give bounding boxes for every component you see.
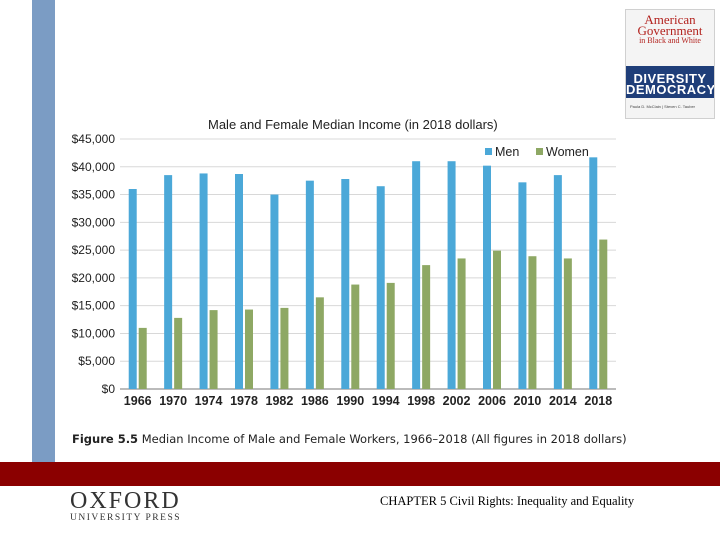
bar-men-1998 <box>412 161 421 389</box>
legend-label-women: Women <box>546 145 589 159</box>
book-cover-title: American Government in Black and White <box>626 12 714 45</box>
book-cover-title-line2: Government <box>637 23 703 38</box>
bar-men-2002 <box>447 161 456 389</box>
y-tick-label: $0 <box>102 382 116 396</box>
x-tick-label: 1986 <box>301 394 329 408</box>
chart-bars <box>128 157 608 389</box>
x-tick-label: 1966 <box>124 394 152 408</box>
y-tick-label: $40,000 <box>72 160 116 174</box>
book-cover-band-text: DIVERSITY DEMOCRACY <box>626 71 715 97</box>
x-tick-label: 1978 <box>230 394 258 408</box>
book-cover-image: American Government in Black and White D… <box>625 9 715 119</box>
bar-men-1966 <box>128 189 137 389</box>
book-cover-authors: Paula D. McClain | Steven C. Tauber <box>630 104 695 109</box>
x-tick-label: 2010 <box>514 394 542 408</box>
bar-women-1986 <box>315 297 324 389</box>
income-bar-chart: Male and Female Median Income (in 2018 d… <box>72 117 616 408</box>
x-tick-label: 1998 <box>407 394 435 408</box>
bar-men-1990 <box>341 179 350 389</box>
x-tick-label: 1974 <box>195 394 223 408</box>
figure-label: Figure 5.5 <box>72 432 139 446</box>
figure-caption-text: Median Income of Male and Female Workers… <box>138 432 627 446</box>
book-cover-title-line1: American <box>644 12 696 27</box>
x-tick-label: 2002 <box>443 394 471 408</box>
bar-men-1974 <box>199 173 208 389</box>
bar-women-1994 <box>386 282 395 389</box>
chapter-footer-text: CHAPTER 5 Civil Rights: Inequality and E… <box>380 494 635 508</box>
x-tick-label: 2014 <box>549 394 577 408</box>
legend-swatch-women <box>536 148 543 155</box>
left-accent-bar <box>32 0 55 462</box>
bar-women-1982 <box>280 307 289 389</box>
bar-women-1998 <box>422 265 431 389</box>
bar-men-1994 <box>376 186 385 389</box>
y-tick-label: $20,000 <box>72 271 116 285</box>
bar-men-1978 <box>235 174 243 389</box>
x-tick-label: 1994 <box>372 394 400 408</box>
y-tick-label: $25,000 <box>72 243 116 257</box>
bar-men-2018 <box>589 157 598 389</box>
x-tick-label: 1990 <box>336 394 364 408</box>
y-tick-label: $10,000 <box>72 326 116 340</box>
chart-title: Male and Female Median Income (in 2018 d… <box>208 117 498 132</box>
chart-legend: Men Women <box>485 145 589 159</box>
bar-women-1990 <box>351 284 360 389</box>
bar-women-2010 <box>528 256 537 389</box>
y-tick-label: $5,000 <box>78 354 115 368</box>
bar-women-1970 <box>174 317 183 389</box>
x-tick-label: 2018 <box>584 394 612 408</box>
y-tick-label: $15,000 <box>72 299 116 313</box>
bar-men-2014 <box>553 175 562 389</box>
bar-men-2010 <box>518 182 527 389</box>
bar-women-2006 <box>493 250 501 389</box>
oxford-logo: OXFORD UNIVERSITY PRESS <box>70 489 181 523</box>
book-cover-band-line1: DIVERSITY <box>633 71 707 86</box>
bar-men-1970 <box>164 175 173 389</box>
y-tick-label: $30,000 <box>72 215 116 229</box>
legend-label-men: Men <box>495 145 519 159</box>
bar-women-2002 <box>457 258 466 389</box>
oxford-logo-sub: UNIVERSITY PRESS <box>70 513 182 523</box>
figure-caption: Figure 5.5 Median Income of Male and Fem… <box>72 432 627 446</box>
x-tick-label: 2006 <box>478 394 506 408</box>
y-tick-label: $35,000 <box>72 188 116 202</box>
bar-women-2014 <box>563 258 572 389</box>
chart-gridlines <box>120 138 616 390</box>
book-cover-band-line2: DEMOCRACY <box>626 82 715 97</box>
book-cover-band <box>626 66 714 98</box>
bar-women-1974 <box>209 310 218 389</box>
bar-women-1978 <box>245 309 253 389</box>
bar-men-2006 <box>483 165 491 389</box>
book-cover-subtitle: in Black and White <box>639 36 701 45</box>
y-tick-label: $45,000 <box>72 132 116 146</box>
footer-band <box>0 462 720 486</box>
chart-y-axis: $0 $5,000 $10,000 $15,000 $20,000 $25,000 $30,… <box>72 132 116 396</box>
legend-swatch-men <box>485 148 492 155</box>
bar-men-1982 <box>270 194 279 389</box>
bar-women-2018 <box>599 239 608 389</box>
x-tick-label: 1982 <box>266 394 294 408</box>
x-tick-label: 1970 <box>159 394 187 408</box>
bar-men-1986 <box>305 180 314 389</box>
oxford-logo-main: OXFORD <box>70 488 181 514</box>
bar-women-1966 <box>138 327 147 389</box>
chart-x-axis: 1966 1970 1974 1978 1982 1986 1990 1994 1998 2002… <box>124 394 612 408</box>
